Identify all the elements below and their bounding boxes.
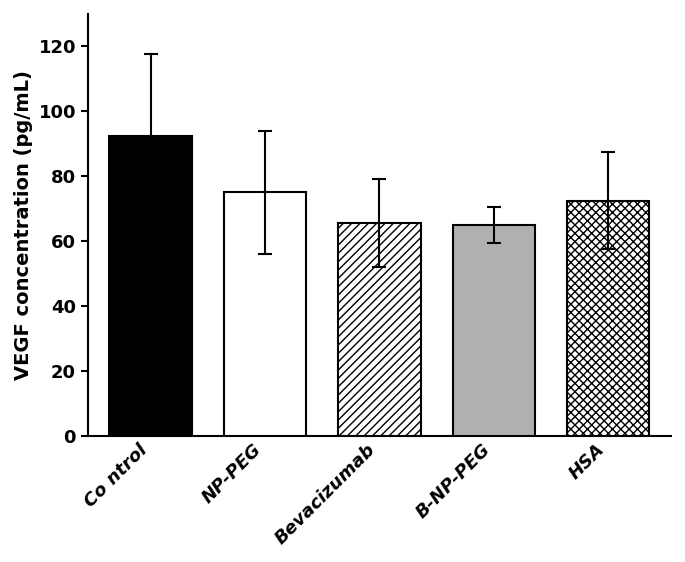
Y-axis label: VEGF concentration (pg/mL): VEGF concentration (pg/mL): [14, 70, 33, 380]
Bar: [224, 192, 306, 436]
Bar: [338, 223, 421, 436]
Bar: [453, 225, 535, 436]
Bar: [567, 201, 649, 436]
Bar: [110, 135, 192, 436]
